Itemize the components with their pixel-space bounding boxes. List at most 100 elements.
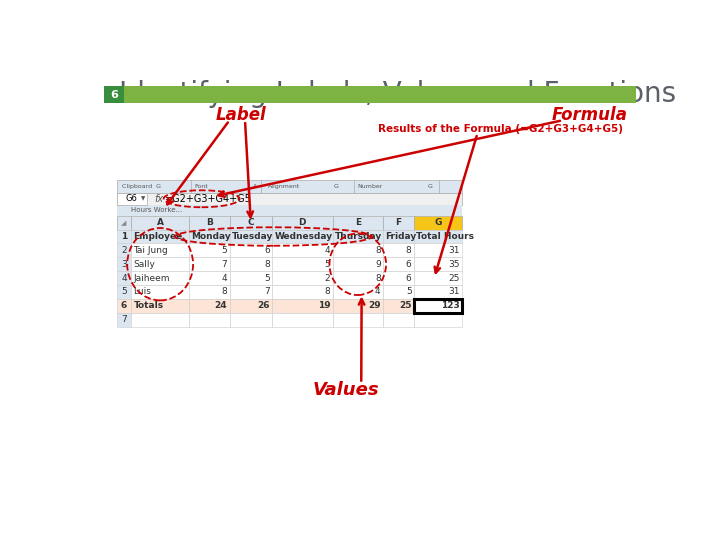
FancyBboxPatch shape [272,299,333,313]
FancyBboxPatch shape [131,257,189,271]
Text: Totals: Totals [133,301,163,310]
Text: 24: 24 [215,301,228,310]
FancyBboxPatch shape [131,313,189,327]
Text: 29: 29 [368,301,381,310]
Text: 4: 4 [375,287,381,296]
Text: 2: 2 [325,274,330,282]
FancyBboxPatch shape [414,271,462,285]
Text: 31: 31 [448,287,459,296]
Text: Results of the Formula (=G2+G3+G4+G5): Results of the Formula (=G2+G3+G4+G5) [378,124,624,134]
FancyBboxPatch shape [383,257,414,271]
Text: Identifying Labels, Values and Functions: Identifying Labels, Values and Functions [120,80,677,108]
Text: G: G [434,218,441,227]
Text: 6: 6 [406,274,412,282]
FancyBboxPatch shape [117,271,131,285]
Text: 8: 8 [325,287,330,296]
Text: G: G [334,184,339,189]
Text: 8: 8 [222,287,228,296]
Text: Number: Number [357,184,383,189]
FancyBboxPatch shape [117,180,462,193]
Text: Sally: Sally [133,260,156,269]
Text: G: G [427,184,432,189]
Text: 5: 5 [406,287,412,296]
Text: 8: 8 [375,274,381,282]
Text: Label: Label [216,106,266,124]
Text: 4: 4 [325,246,330,255]
FancyBboxPatch shape [117,313,131,327]
FancyBboxPatch shape [333,313,383,327]
FancyBboxPatch shape [117,205,462,215]
Text: fx: fx [154,194,163,204]
FancyBboxPatch shape [117,299,131,313]
FancyBboxPatch shape [124,86,636,103]
FancyBboxPatch shape [230,285,272,299]
Text: C: C [248,218,254,227]
Text: 7: 7 [264,287,270,296]
Text: Tai Jung: Tai Jung [133,246,168,255]
Text: F: F [395,218,402,227]
Text: 1: 1 [121,232,127,241]
FancyBboxPatch shape [333,215,383,230]
Text: 26: 26 [257,301,270,310]
Text: Employee: Employee [133,232,183,241]
Text: Values: Values [312,381,379,399]
Text: 25: 25 [399,301,412,310]
FancyBboxPatch shape [230,230,272,244]
Text: 123: 123 [441,301,459,310]
FancyBboxPatch shape [117,257,131,271]
Text: 5: 5 [325,260,330,269]
FancyBboxPatch shape [383,285,414,299]
FancyBboxPatch shape [189,215,230,230]
Text: Tuesday: Tuesday [232,232,273,241]
Text: =G2+G3+G4+G5: =G2+G3+G4+G5 [165,194,252,204]
Text: D: D [299,218,306,227]
Text: 7: 7 [222,260,228,269]
FancyBboxPatch shape [230,271,272,285]
Text: 25: 25 [449,274,459,282]
FancyBboxPatch shape [383,299,414,313]
FancyBboxPatch shape [383,271,414,285]
FancyBboxPatch shape [383,313,414,327]
FancyBboxPatch shape [117,193,462,205]
FancyBboxPatch shape [272,244,333,257]
FancyBboxPatch shape [117,193,147,205]
Text: G6: G6 [126,194,138,203]
Text: 8: 8 [264,260,270,269]
FancyBboxPatch shape [414,299,462,313]
FancyBboxPatch shape [272,230,333,244]
FancyBboxPatch shape [131,285,189,299]
Text: 2: 2 [121,246,127,255]
FancyBboxPatch shape [414,257,462,271]
FancyBboxPatch shape [131,230,189,244]
Text: Total Hours: Total Hours [416,232,474,241]
FancyBboxPatch shape [189,285,230,299]
Text: 5: 5 [121,287,127,296]
Text: 35: 35 [448,260,459,269]
Text: B: B [206,218,213,227]
FancyBboxPatch shape [272,313,333,327]
Text: 31: 31 [448,246,459,255]
Text: Monday: Monday [192,232,231,241]
FancyBboxPatch shape [414,313,462,327]
FancyBboxPatch shape [272,285,333,299]
Text: Thursday: Thursday [335,232,382,241]
FancyBboxPatch shape [272,271,333,285]
FancyBboxPatch shape [383,230,414,244]
Text: Wednesday: Wednesday [274,232,333,241]
FancyBboxPatch shape [131,215,189,230]
Text: 8: 8 [406,246,412,255]
FancyBboxPatch shape [230,257,272,271]
Text: 6: 6 [264,246,270,255]
Text: Clipboard  G: Clipboard G [122,184,161,189]
FancyBboxPatch shape [117,230,131,244]
Text: 6: 6 [406,260,412,269]
Text: 6: 6 [110,90,118,100]
FancyBboxPatch shape [272,257,333,271]
FancyBboxPatch shape [131,299,189,313]
FancyBboxPatch shape [117,244,131,257]
Text: 7: 7 [121,315,127,324]
Text: 5: 5 [222,246,228,255]
FancyBboxPatch shape [230,313,272,327]
Text: A: A [157,218,163,227]
FancyBboxPatch shape [333,271,383,285]
